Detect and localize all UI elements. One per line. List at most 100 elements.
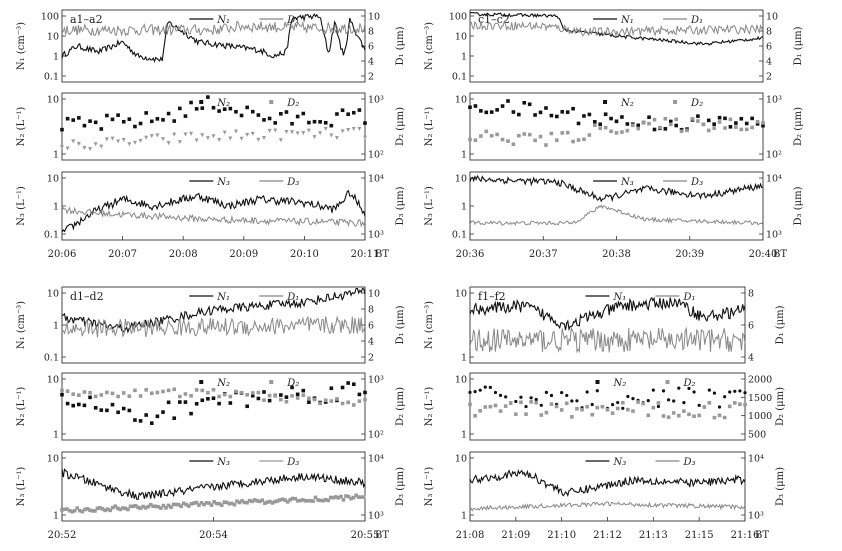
- left-tick-label: 1: [53, 150, 59, 161]
- data-point: [555, 138, 559, 142]
- data-point: [301, 131, 306, 136]
- legend-label: D₃: [286, 457, 299, 468]
- data-point: [329, 399, 334, 403]
- data-point: [565, 393, 569, 398]
- data-point: [663, 116, 668, 121]
- data-point: [105, 408, 109, 413]
- left-tick-label: 1: [53, 202, 59, 213]
- data-point: [340, 129, 345, 134]
- data-point: [110, 117, 115, 122]
- left-axis-label: N₃ (L⁻¹): [424, 186, 435, 226]
- data-point: [307, 396, 311, 401]
- right-tick-label: 10³: [368, 511, 384, 522]
- data-point: [99, 144, 104, 149]
- data-point: [671, 411, 676, 415]
- data-point: [103, 508, 107, 513]
- data-point: [211, 387, 216, 392]
- data-point: [217, 137, 222, 142]
- data-point: [610, 411, 615, 416]
- data-point: [356, 495, 361, 499]
- series-line-2: [469, 501, 746, 512]
- right-tick-label: 2: [368, 353, 374, 364]
- legend-label: D₂: [286, 98, 299, 109]
- data-point: [62, 507, 67, 512]
- right-tick-label: 1000: [748, 411, 772, 422]
- data-point: [275, 499, 280, 503]
- data-point: [682, 401, 686, 405]
- data-point: [488, 404, 493, 409]
- data-point: [116, 139, 121, 144]
- data-point: [250, 393, 255, 398]
- data-point: [620, 130, 624, 134]
- data-point: [351, 126, 356, 131]
- data-point: [93, 394, 98, 399]
- data-point: [100, 507, 105, 511]
- data-point: [519, 395, 523, 399]
- right-axis-label: D₃ (μm): [395, 467, 406, 506]
- data-point: [279, 393, 283, 397]
- data-point: [290, 121, 294, 126]
- left-tick-label: 1: [461, 202, 467, 213]
- data-point: [489, 133, 494, 138]
- left-axis-label: N₂ (L⁻¹): [424, 107, 435, 147]
- panel-d2: 10 1 10³ 10² N₂ (L⁻¹) D₂ (μm) N₂ D₂: [16, 372, 406, 441]
- legend-label: N₁: [613, 292, 627, 303]
- data-point: [363, 121, 367, 125]
- data-point: [592, 123, 597, 128]
- data-point: [576, 121, 581, 126]
- data-point: [60, 508, 64, 512]
- data-point: [166, 503, 171, 508]
- data-point: [181, 501, 186, 506]
- data-point: [318, 498, 323, 503]
- legend-marker: [673, 100, 678, 104]
- left-tick-label: 10: [47, 174, 59, 185]
- left-axis-label: N₂ (L⁻¹): [16, 107, 27, 147]
- data-point: [533, 113, 537, 117]
- data-point: [211, 105, 216, 110]
- data-point: [571, 106, 575, 111]
- legend-label: D₃: [286, 177, 299, 188]
- data-point: [483, 405, 488, 409]
- data-point: [570, 399, 574, 403]
- data-point: [734, 121, 738, 125]
- data-point: [630, 123, 635, 128]
- left-tick-label: 1: [53, 321, 59, 332]
- data-point: [321, 498, 325, 503]
- data-point: [641, 401, 645, 406]
- left-axis-label: N₂ (L⁻¹): [424, 387, 435, 427]
- data-point: [500, 137, 505, 142]
- right-tick-label: 6: [766, 42, 772, 53]
- data-point: [245, 500, 249, 505]
- legend-label: D₃: [683, 457, 696, 468]
- series-line-2: [61, 206, 366, 228]
- right-axis-label: D₃ (μm): [395, 186, 406, 225]
- data-point: [166, 388, 171, 393]
- data-point: [316, 498, 320, 502]
- data-point: [85, 506, 90, 511]
- data-point: [357, 126, 362, 131]
- data-point: [88, 390, 92, 395]
- right-tick-label: 10²: [368, 430, 384, 441]
- data-point: [761, 123, 765, 128]
- data-point: [156, 504, 161, 509]
- data-point: [200, 398, 205, 403]
- data-point: [335, 397, 339, 401]
- data-point: [194, 401, 199, 406]
- data-point: [707, 388, 711, 392]
- data-point: [614, 119, 619, 124]
- legend-label: N₃: [216, 457, 230, 468]
- data-point: [88, 508, 92, 512]
- data-point: [696, 114, 700, 118]
- data-point: [306, 128, 311, 133]
- data-point: [127, 117, 132, 121]
- right-tick-label: 4: [766, 57, 772, 68]
- data-point: [273, 128, 278, 133]
- data-point: [155, 133, 160, 138]
- data-point: [295, 392, 300, 397]
- legend-label: N₃: [620, 177, 634, 188]
- series-line-2: [469, 326, 746, 354]
- data-point: [346, 127, 351, 132]
- panel-frame: [469, 286, 746, 364]
- data-point: [75, 506, 80, 510]
- data-point: [511, 142, 516, 147]
